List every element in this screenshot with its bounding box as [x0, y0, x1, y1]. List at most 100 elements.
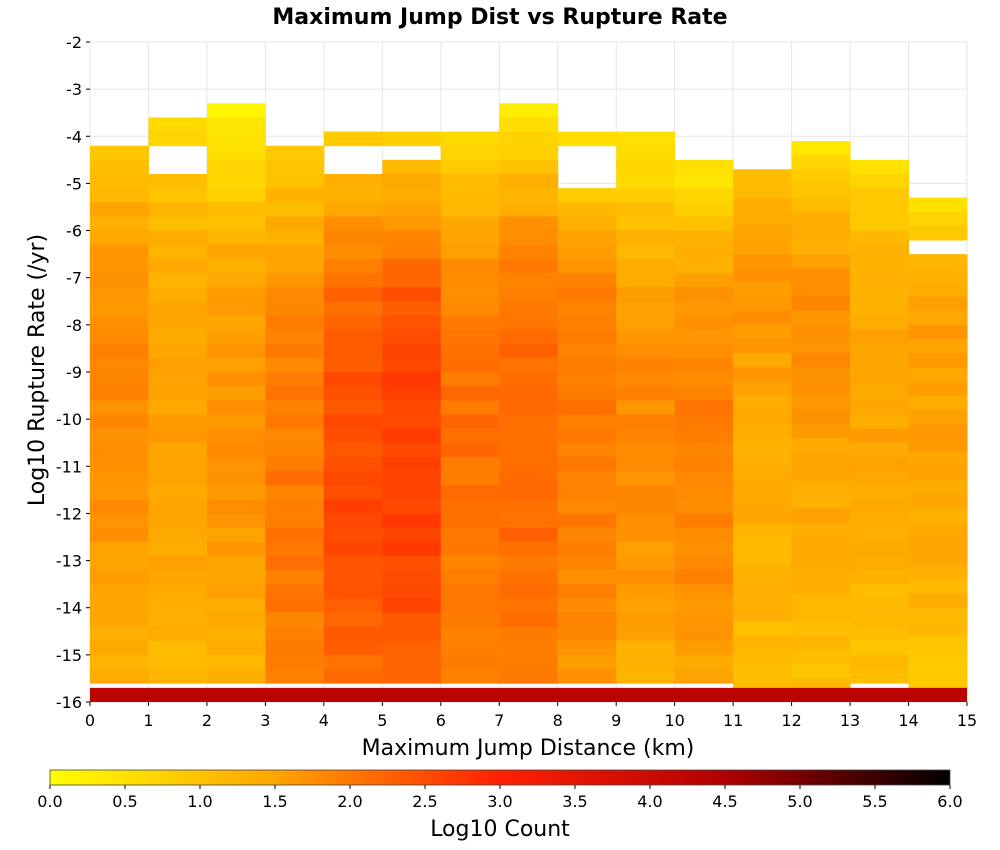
heatmap-cell: [206, 541, 266, 557]
heatmap-cell: [206, 372, 266, 387]
heatmap-cell: [791, 240, 851, 255]
heatmap-cell: [499, 315, 559, 331]
heatmap-cell: [90, 428, 149, 444]
heatmap-cell: [733, 367, 793, 382]
heatmap-cell: [206, 273, 266, 288]
heatmap-cell: [323, 258, 383, 274]
heatmap-cell: [733, 537, 793, 552]
heatmap-cell: [323, 244, 383, 260]
heatmap-cell: [557, 626, 617, 642]
heatmap-cell: [440, 315, 500, 331]
x-axis-label: Maximum Jump Distance (km): [362, 736, 695, 761]
heatmap-cell: [206, 499, 266, 514]
heatmap-cell: [499, 513, 559, 529]
heatmap-cell: [791, 197, 851, 213]
heatmap-cell: [382, 258, 442, 274]
heatmap-cell: [440, 386, 500, 401]
heatmap-cell: [674, 428, 734, 444]
heatmap-cell: [674, 584, 734, 599]
heatmap-cell: [382, 216, 442, 232]
heatmap-cell: [733, 296, 793, 312]
heatmap-cell: [440, 428, 500, 444]
heatmap-cell: [382, 202, 442, 217]
colorbar-tick-label: 5.5: [862, 792, 887, 811]
heatmap-cell: [908, 607, 968, 623]
y-tick-label: -16: [56, 693, 82, 712]
heatmap-cell: [674, 598, 734, 613]
heatmap-cell: [499, 273, 559, 288]
heatmap-cell: [908, 423, 968, 439]
y-axis-ticks: -2 -3 -4 -5 -6 -7 -8 -9 -10 -11 -12 -13 -14 -15 -16: [56, 33, 90, 712]
heatmap-cell: [791, 607, 851, 623]
y-tick-label: -12: [56, 504, 82, 523]
heatmap-cell: [908, 522, 968, 538]
x-tick-label: 7: [494, 711, 504, 730]
heatmap-cell: [90, 258, 149, 274]
heatmap-cell: [499, 145, 559, 161]
heatmap-cell: [440, 456, 500, 472]
heatmap-cell: [674, 273, 734, 288]
heatmap-cell: [323, 202, 383, 217]
heatmap-cell: [440, 442, 500, 458]
heatmap-cell: [791, 593, 851, 609]
heatmap-cell: [908, 339, 968, 354]
heatmap-cell: [265, 230, 325, 246]
heatmap-cell: [382, 541, 442, 557]
heatmap-cell: [382, 626, 442, 642]
heatmap-cell: [499, 174, 559, 189]
heatmap-cell: [90, 555, 149, 571]
heatmap-cell: [265, 273, 325, 288]
heatmap-cell: [265, 400, 325, 415]
heatmap-cell: [323, 598, 383, 613]
heatmap-cell: [499, 598, 559, 613]
heatmap-cell: [90, 145, 149, 161]
heatmap-cell: [499, 103, 559, 118]
y-tick-label: -10: [56, 410, 82, 429]
heatmap-cell: [499, 117, 559, 133]
heatmap-cell: [90, 329, 149, 345]
heatmap-cell: [908, 636, 968, 651]
heatmap-cell: [850, 357, 910, 373]
heatmap-cell: [499, 230, 559, 246]
heatmap-cell: [148, 258, 208, 274]
heatmap-cell: [265, 244, 325, 260]
heatmap-cell: [674, 301, 734, 316]
heatmap-cell: [148, 442, 208, 458]
heatmap-cell: [440, 669, 500, 684]
heatmap-cell: [557, 244, 617, 260]
heatmap-cell: [323, 287, 383, 302]
y-tick-label: -15: [56, 646, 82, 665]
heatmap-cell: [265, 287, 325, 302]
heatmap-cell: [90, 287, 149, 302]
heatmap-cell: [791, 395, 851, 411]
heatmap-cell: [148, 244, 208, 260]
heatmap-cell: [499, 372, 559, 387]
heatmap-cell: [206, 485, 266, 500]
heatmap-cell: [733, 254, 793, 269]
heatmap-cell: [733, 579, 793, 595]
heatmap-cell: [674, 216, 734, 232]
heatmap-cell: [440, 329, 500, 345]
heatmap-cell: [908, 310, 968, 326]
heatmap-cell: [499, 442, 559, 458]
heatmap-cell: [850, 654, 910, 670]
colorbar-tick-label: 4.0: [637, 792, 662, 811]
heatmap-cell: [499, 414, 559, 430]
heatmap-cell: [908, 395, 968, 411]
heatmap-cell: [265, 584, 325, 599]
heatmap-cell: [440, 499, 500, 514]
heatmap-cell: [616, 414, 676, 430]
heatmap-cell: [382, 174, 442, 189]
heatmap-cell: [499, 640, 559, 656]
heatmap-cell: [440, 357, 500, 373]
heatmap-cell: [148, 386, 208, 401]
heatmap-cells: [90, 103, 968, 702]
heatmap-cell: [440, 527, 500, 543]
colorbar-tick-label: 0.0: [37, 792, 62, 811]
heatmap-cell: [850, 174, 910, 189]
heatmap-cell: [206, 570, 266, 585]
heatmap-cell: [206, 103, 266, 118]
heatmap-cell: [499, 386, 559, 401]
heatmap-cell: [908, 268, 968, 283]
heatmap-cell: [616, 258, 676, 274]
